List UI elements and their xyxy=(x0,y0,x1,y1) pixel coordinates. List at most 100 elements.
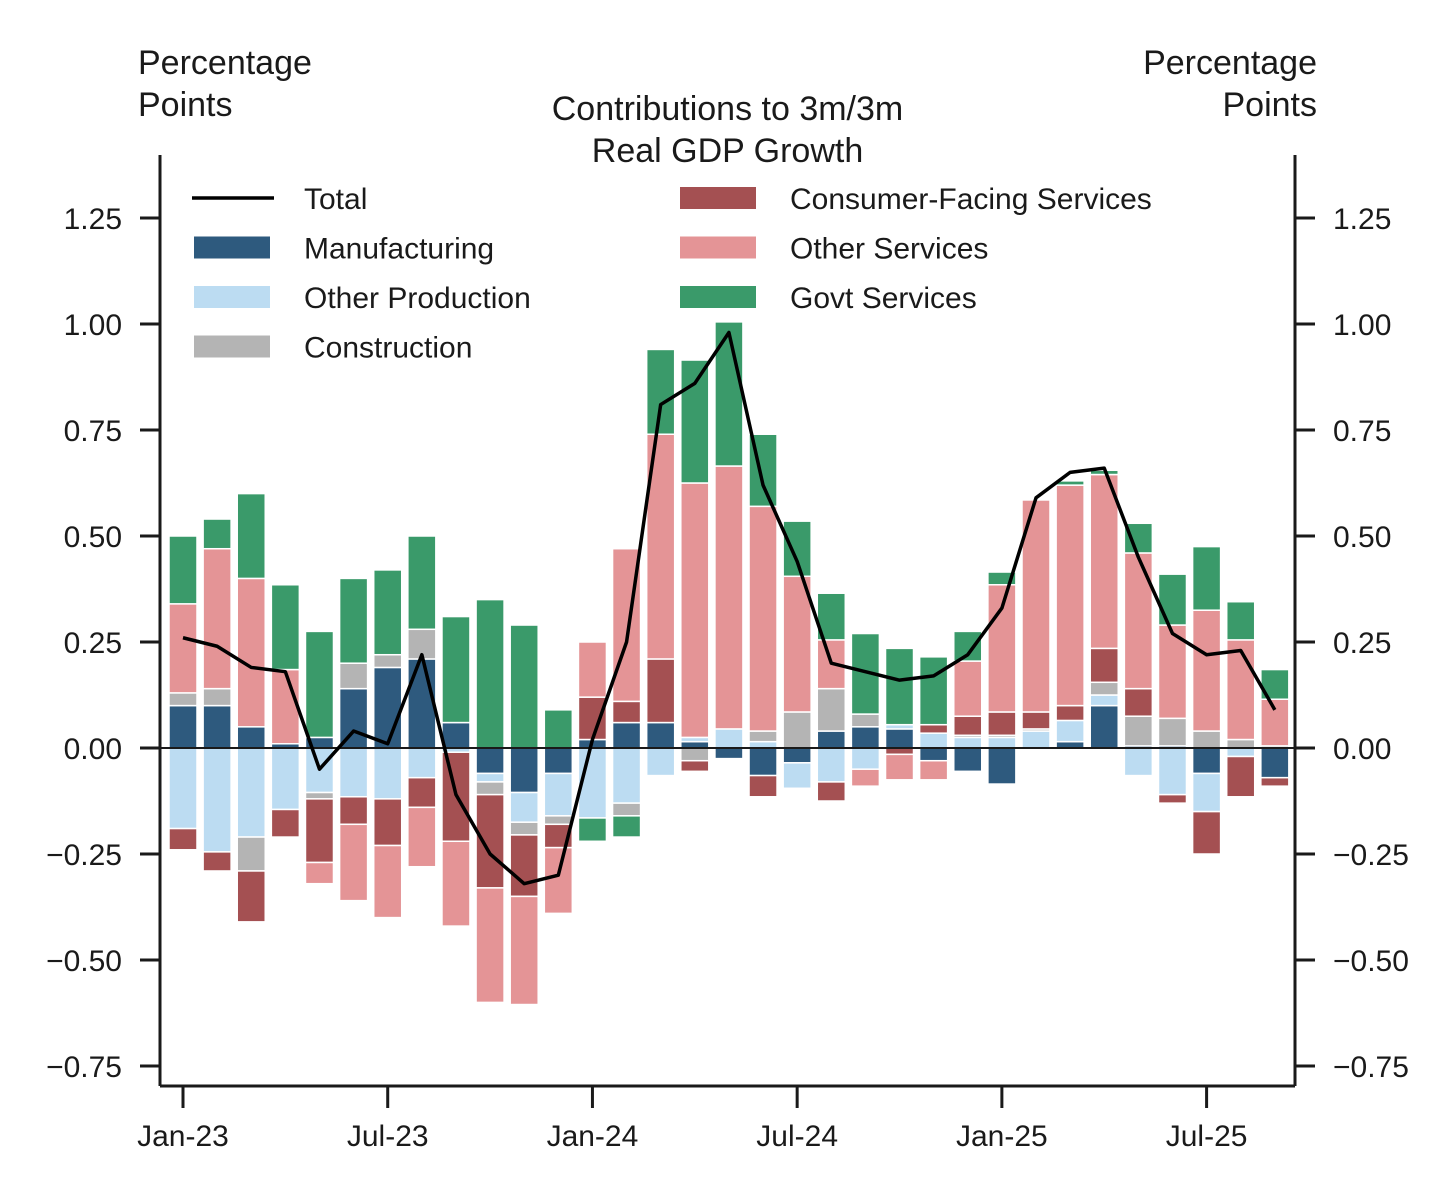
bar-other-services-jul-25 xyxy=(1191,609,1222,732)
bar-construction-feb-23 xyxy=(202,687,232,707)
bar-consumer-facing-services-apr-25 xyxy=(1089,647,1119,684)
bar-construction-jan-23 xyxy=(168,692,198,707)
bar-construction-jul-25 xyxy=(1191,730,1222,749)
bar-other-production-aug-25 xyxy=(1225,747,1256,758)
bar-manufacturing-feb-24 xyxy=(611,721,642,749)
bar-other-production-feb-24 xyxy=(611,747,642,804)
bar-manufacturing-nov-23 xyxy=(509,747,539,794)
bar-layer xyxy=(168,321,1290,1006)
bar-govt-services-jan-23 xyxy=(168,535,198,605)
bar-other-services-aug-25 xyxy=(1225,639,1256,741)
bar-manufacturing-sep-23 xyxy=(441,721,471,749)
bar-other-production-jul-24 xyxy=(782,762,812,790)
bar-manufacturing-feb-23 xyxy=(202,704,232,749)
bar-other-production-dec-24 xyxy=(953,736,983,749)
bar-consumer-facing-services-aug-23 xyxy=(407,776,437,809)
bar-manufacturing-jun-23 xyxy=(338,687,369,749)
axes-layer: −0.75 −0.75 −0.50 −0.50 −0.25 −0.25 0.00 0.00 0.… xyxy=(46,155,1409,1153)
bar-construction-apr-25 xyxy=(1089,681,1119,696)
bar-other-production-jun-25 xyxy=(1157,747,1188,796)
bar-construction-jun-23 xyxy=(338,662,369,690)
bar-other-production-apr-25 xyxy=(1089,694,1119,707)
legend: Total Manufacturing Other Production Constr… xyxy=(192,183,1152,365)
bar-consumer-facing-services-jan-24 xyxy=(577,696,608,741)
legend-swatch-consumer-facing-services xyxy=(680,187,756,209)
bar-consumer-facing-services-aug-24 xyxy=(816,781,847,802)
legend-swatch-other-services xyxy=(680,236,756,259)
bar-consumer-facing-services-jul-23 xyxy=(372,798,403,847)
bar-govt-services-jul-25 xyxy=(1191,545,1222,611)
bar-other-production-sep-24 xyxy=(850,747,881,770)
y-tick-label-right: 1.00 xyxy=(1333,309,1391,342)
bar-other-production-mar-25 xyxy=(1055,719,1085,743)
bar-govt-services-may-23 xyxy=(304,630,335,739)
bar-construction-may-25 xyxy=(1123,715,1154,747)
bar-other-services-jun-24 xyxy=(748,505,778,732)
bar-construction-jun-25 xyxy=(1157,717,1188,747)
bar-consumer-facing-services-jun-25 xyxy=(1157,793,1188,804)
bar-consumer-facing-services-jun-23 xyxy=(338,796,369,826)
y-tick-label-left: 1.00 xyxy=(64,309,122,342)
y-tick-label-right: 0.00 xyxy=(1333,733,1391,766)
y-axis-label-left: Percentage Points xyxy=(138,42,312,126)
bar-construction-aug-25 xyxy=(1225,738,1256,749)
legend-label-other-services: Other Services xyxy=(790,233,988,266)
bar-consumer-facing-services-feb-24 xyxy=(611,700,642,724)
x-tick-label: Jan-25 xyxy=(956,1120,1048,1153)
bar-manufacturing-may-24 xyxy=(714,747,744,760)
bar-govt-services-feb-24 xyxy=(611,815,642,838)
bar-other-services-jul-23 xyxy=(372,844,403,919)
bar-manufacturing-dec-24 xyxy=(953,747,983,773)
bar-other-services-aug-23 xyxy=(407,806,437,868)
x-tick-label: Jul-24 xyxy=(756,1120,838,1153)
bar-other-services-jun-23 xyxy=(338,823,369,902)
bar-consumer-facing-services-mar-23 xyxy=(236,870,266,923)
bar-manufacturing-nov-24 xyxy=(918,747,949,762)
bar-other-production-nov-23 xyxy=(509,791,539,823)
y-tick-label-right: 0.75 xyxy=(1333,415,1391,448)
y-tick-label-right: 0.50 xyxy=(1333,521,1391,554)
y-tick-label-right: 0.25 xyxy=(1333,627,1391,660)
bar-other-services-may-23 xyxy=(304,861,335,885)
bar-other-production-apr-23 xyxy=(270,747,301,811)
bar-construction-apr-24 xyxy=(680,747,710,762)
y-tick-label-right: 1.25 xyxy=(1333,203,1391,236)
bar-govt-services-jun-25 xyxy=(1157,573,1188,626)
x-tick-label: Jul-25 xyxy=(1166,1120,1248,1153)
bar-consumer-facing-services-apr-23 xyxy=(270,808,301,838)
bar-consumer-facing-services-jan-23 xyxy=(168,827,198,851)
bar-consumer-facing-services-feb-25 xyxy=(1021,711,1051,730)
bar-other-production-jun-23 xyxy=(338,747,369,798)
bar-construction-jun-24 xyxy=(748,730,778,743)
bar-other-services-nov-24 xyxy=(918,759,949,781)
legend-label-other-production: Other Production xyxy=(304,282,531,315)
bar-govt-services-apr-23 xyxy=(270,584,301,671)
bar-other-services-sep-25 xyxy=(1260,698,1290,747)
bar-consumer-facing-services-dec-24 xyxy=(953,715,983,737)
y-tick-label-right: −0.50 xyxy=(1333,945,1409,978)
bar-other-production-feb-23 xyxy=(202,747,232,853)
bar-other-services-apr-23 xyxy=(270,668,301,745)
legend-swatch-construction xyxy=(194,335,270,358)
bar-govt-services-feb-23 xyxy=(202,518,232,550)
bar-govt-services-mar-24 xyxy=(645,348,676,435)
bar-govt-services-nov-24 xyxy=(918,656,949,726)
bar-manufacturing-jul-24 xyxy=(782,747,812,764)
bar-other-services-feb-25 xyxy=(1021,499,1051,713)
bar-manufacturing-jun-24 xyxy=(748,747,778,777)
bar-consumer-facing-services-jan-25 xyxy=(987,711,1017,737)
bar-construction-may-23 xyxy=(304,791,335,800)
y-tick-label-left: 0.75 xyxy=(64,415,122,448)
bar-other-production-jan-25 xyxy=(987,736,1017,749)
legend-label-consumer-facing-services: Consumer-Facing Services xyxy=(790,183,1152,216)
bar-manufacturing-jan-23 xyxy=(168,704,198,749)
total-line xyxy=(182,330,1277,886)
bar-manufacturing-sep-25 xyxy=(1260,747,1290,779)
bar-consumer-facing-services-mar-25 xyxy=(1055,704,1085,722)
bar-manufacturing-aug-24 xyxy=(816,730,847,749)
bar-consumer-facing-services-may-25 xyxy=(1123,687,1154,717)
bar-manufacturing-oct-24 xyxy=(884,728,915,749)
bar-consumer-facing-services-may-23 xyxy=(304,798,335,864)
legend-label-total: Total xyxy=(304,183,367,216)
bar-manufacturing-oct-23 xyxy=(475,747,505,775)
